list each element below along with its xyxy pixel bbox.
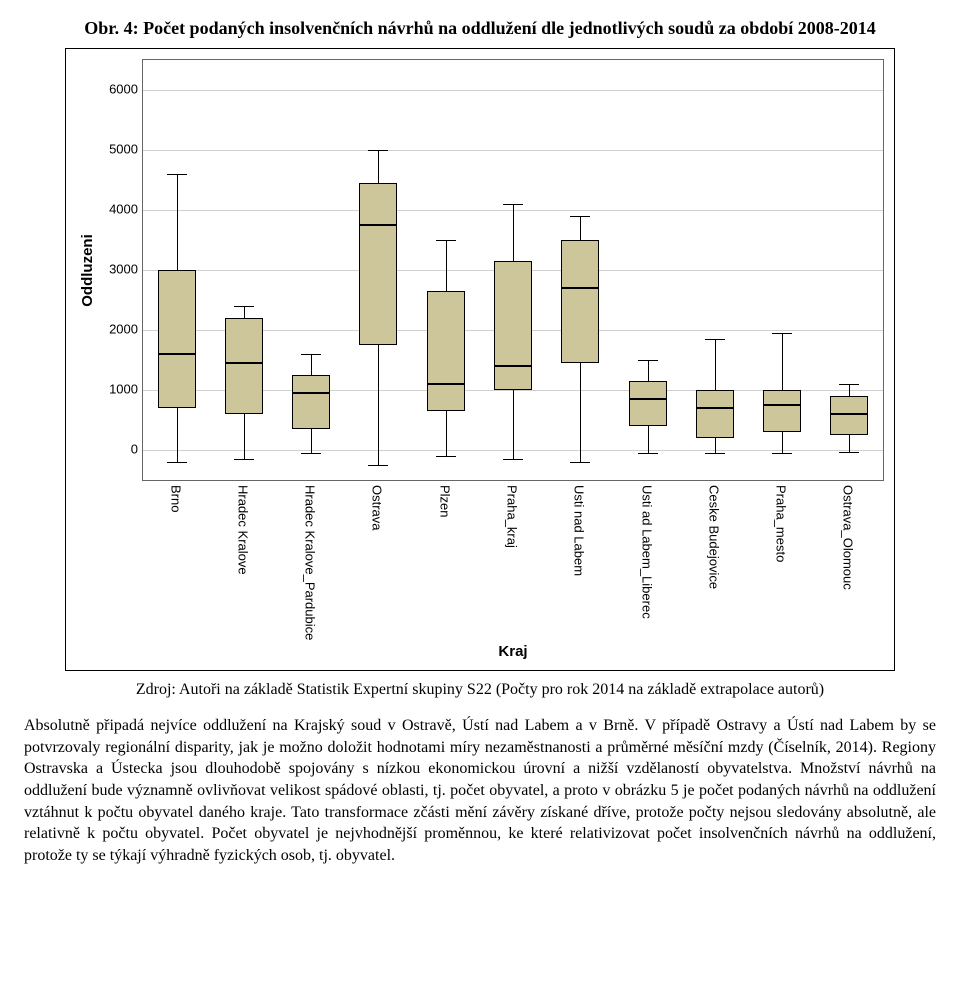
y-tick-label: 4000: [109, 202, 138, 217]
figure-title: Obr. 4: Počet podaných insolvenčních náv…: [24, 16, 936, 40]
x-tick-label: Brno: [168, 485, 183, 512]
x-tick-label: Ostrava: [370, 485, 385, 531]
y-tick-label: 2000: [109, 322, 138, 337]
x-tick-label: Praha_mesto: [774, 485, 789, 562]
y-tick-label: 3000: [109, 262, 138, 277]
y-axis-ticks: 0 1000 2000 3000 4000 5000 6000: [98, 59, 142, 479]
boxplot-chart: Oddluzeni 0 1000 2000 3000 4000 5000 6000 Brno…: [65, 48, 895, 671]
x-axis-label: Kraj: [142, 643, 884, 660]
source-line: Zdroj: Autoři na základě Statistik Exper…: [24, 681, 936, 699]
gridline: [143, 150, 883, 151]
y-axis-label: Oddluzeni: [79, 234, 96, 307]
y-tick-label: 1000: [109, 382, 138, 397]
body-paragraph: Absolutně připadá nejvíce oddlužení na K…: [24, 715, 936, 866]
x-tick-label: Ostrava_Olomouc: [841, 485, 856, 590]
x-tick-label: Hradec Kralove_Pardubice: [303, 485, 318, 640]
x-tick-label: Plzen: [437, 485, 452, 518]
x-tick-label: Usti ad Labem_Liberec: [639, 485, 654, 619]
x-tick-label: Hradec Kralove: [235, 485, 250, 575]
x-tick-label: Ceske Budejovice: [706, 485, 721, 589]
y-tick-label: 6000: [109, 82, 138, 97]
plot-area: [142, 59, 884, 481]
y-tick-label: 0: [131, 442, 138, 457]
x-axis-ticks: Brno Hradec Kralove Hradec Kralove_Pardubi…: [142, 481, 884, 641]
gridline: [143, 90, 883, 91]
x-tick-label: Praha_kraj: [505, 485, 520, 548]
y-tick-label: 5000: [109, 142, 138, 157]
x-tick-label: Usti nad Labem: [572, 485, 587, 576]
